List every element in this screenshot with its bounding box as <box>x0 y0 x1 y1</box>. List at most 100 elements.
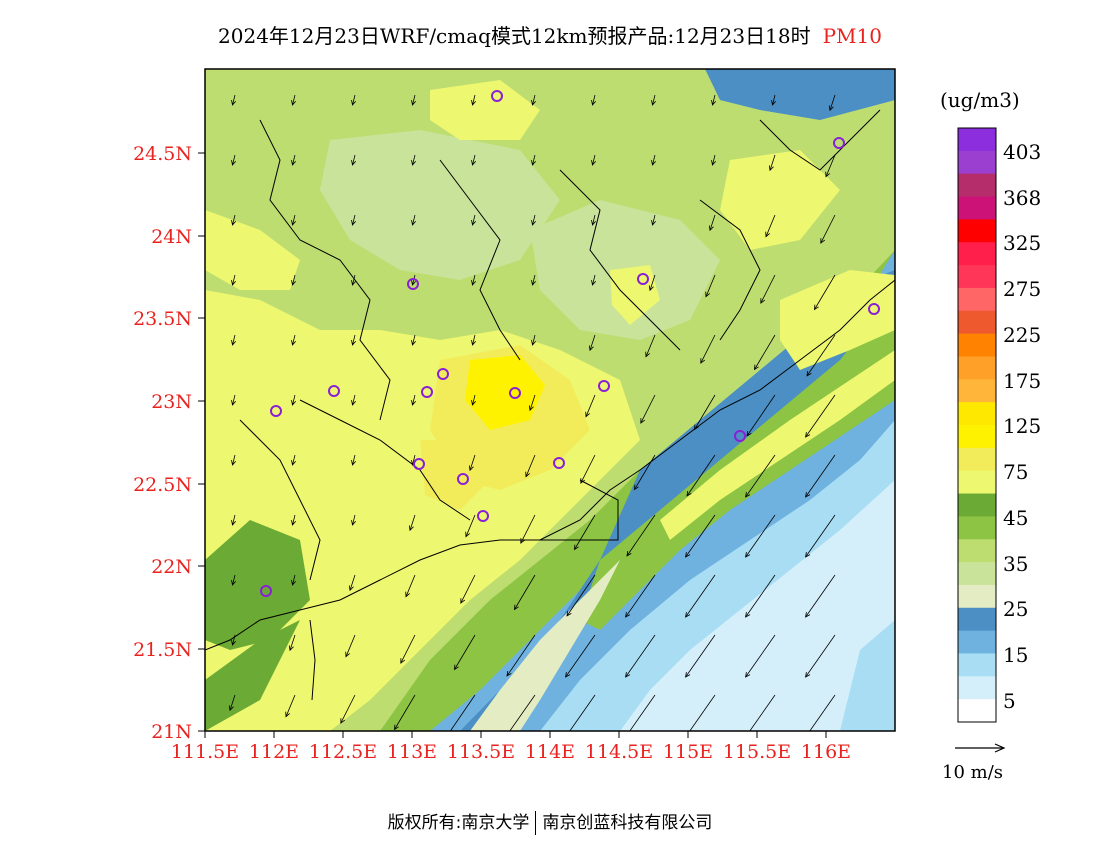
wind-arrowhead-icon <box>685 552 691 558</box>
wind-arrowhead-icon <box>405 591 410 598</box>
wind-arrowhead-icon <box>291 400 297 406</box>
wind-arrow-icon <box>626 514 656 557</box>
colorbar-swatch <box>958 265 996 289</box>
wind-arrow-icon <box>625 574 656 618</box>
wind-arrowhead-icon <box>651 100 657 106</box>
wind-arrowhead-icon <box>591 100 597 106</box>
wind-arrow-icon <box>532 274 536 286</box>
wind-vector-field <box>228 94 836 737</box>
colorbar-swatch <box>958 447 996 472</box>
wind-arrow-icon <box>232 574 236 586</box>
field-east-yellow-ne <box>780 270 895 370</box>
wind-arrow-icon <box>809 694 836 731</box>
wind-arrowhead-icon <box>348 585 354 592</box>
wind-arrow-icon <box>712 94 716 106</box>
wind-arrow-icon <box>472 94 476 106</box>
wind-arrowhead-icon <box>705 291 710 298</box>
wind-arrow-icon <box>685 514 716 558</box>
wind-arrowhead-icon <box>394 724 399 731</box>
wind-arrow-icon <box>566 574 596 617</box>
wind-arrow-icon <box>412 214 416 226</box>
wind-reference-key: 10 m/s <box>942 743 1006 783</box>
wind-arrowhead-icon <box>828 105 834 112</box>
wind-arrowhead-icon <box>231 580 237 586</box>
wind-arrowhead-icon <box>754 364 759 371</box>
wind-arrowhead-icon <box>468 465 474 472</box>
field-sea-lightest <box>620 480 895 731</box>
wind-arrow-icon <box>592 154 596 166</box>
wind-arrowhead-icon <box>746 430 752 437</box>
wind-arrow-icon <box>686 454 716 497</box>
wind-arrow-icon <box>805 574 836 618</box>
wind-arrowhead-icon <box>645 351 650 358</box>
wind-arrow-icon <box>685 574 716 618</box>
wind-arrowhead-icon <box>820 238 826 244</box>
wind-arrow-icon <box>514 574 536 610</box>
wind-arrow-icon <box>580 454 596 484</box>
wind-arrow-icon <box>754 334 776 370</box>
station-markers <box>260 90 880 597</box>
station-marker-icon <box>491 90 503 102</box>
field-shelf-band <box>470 560 620 731</box>
wind-arrow-icon <box>592 214 596 226</box>
lon-tick-label: 112E <box>249 741 299 763</box>
wind-arrowhead-icon <box>228 705 234 712</box>
wind-arrowhead-icon <box>291 340 297 346</box>
wind-arrow-icon <box>765 214 776 237</box>
wind-arrowhead-icon <box>231 400 237 406</box>
wind-arrow-icon <box>529 394 536 411</box>
station-marker-icon <box>328 385 340 397</box>
wind-arrow-icon <box>805 394 836 438</box>
wind-arrowhead-icon <box>685 612 691 618</box>
wind-arrowhead-icon <box>351 340 357 346</box>
wind-arrowhead-icon <box>351 520 357 526</box>
wind-arrowhead-icon <box>708 225 714 232</box>
wind-arrowhead-icon <box>411 400 417 406</box>
field-inland-pale <box>320 130 560 280</box>
colorbar-label: 275 <box>1003 277 1041 301</box>
colorbar-label: 325 <box>1003 231 1041 255</box>
wind-arrow-icon <box>292 334 296 346</box>
lat-tick-label: 21N <box>151 721 192 743</box>
colorbar-label: 75 <box>1003 460 1028 484</box>
station-marker-icon <box>509 387 521 399</box>
lon-tick-label: 115E <box>663 741 713 763</box>
boundary-lines <box>205 109 895 701</box>
wind-arrow-icon <box>829 94 836 111</box>
wind-arrow-icon <box>652 154 656 166</box>
wind-arrowhead-icon <box>700 358 706 364</box>
station-marker-icon <box>598 380 610 392</box>
wind-arrow-icon <box>352 514 356 526</box>
lon-tick-label: 113E <box>387 741 437 763</box>
wind-arrowhead-icon <box>574 544 579 551</box>
wind-arrow-icon <box>689 694 716 731</box>
footer-left: 版权所有:南京大学 <box>387 813 530 833</box>
map-title: 2024年12月23日WRF/cmaq模式12km预报产品:12月23日18时 P… <box>0 20 1100 49</box>
field-high-core <box>465 355 545 430</box>
wind-arrowhead-icon <box>745 492 751 498</box>
colorbar-swatch <box>958 607 996 632</box>
wind-arrow-icon <box>352 154 356 166</box>
wind-arrow-icon <box>509 694 536 731</box>
wind-arrowhead-icon <box>746 732 750 737</box>
wind-arrowhead-icon <box>686 490 692 497</box>
wind-arrow-icon <box>472 274 476 286</box>
station-marker-icon <box>260 585 272 597</box>
wind-arrow-icon <box>472 154 476 166</box>
wind-arrowhead-icon <box>640 418 646 424</box>
colorbar-swatch <box>958 310 996 335</box>
colorbar-swatch <box>958 516 996 540</box>
wind-arrowhead-icon <box>351 100 357 106</box>
footer-separator <box>535 811 537 835</box>
wind-arrow-icon <box>532 94 536 106</box>
wind-arrow-icon <box>700 334 716 364</box>
wind-arrowhead-icon <box>745 672 751 678</box>
wind-arrow-icon <box>405 574 416 597</box>
wind-arrowhead-icon <box>520 538 526 544</box>
wind-arrowhead-icon <box>745 612 751 618</box>
wind-arrowhead-icon <box>411 280 417 286</box>
wind-arrowhead-icon <box>291 520 297 526</box>
wind-arrowhead-icon <box>771 100 777 106</box>
wind-arrowhead-icon <box>745 552 751 558</box>
